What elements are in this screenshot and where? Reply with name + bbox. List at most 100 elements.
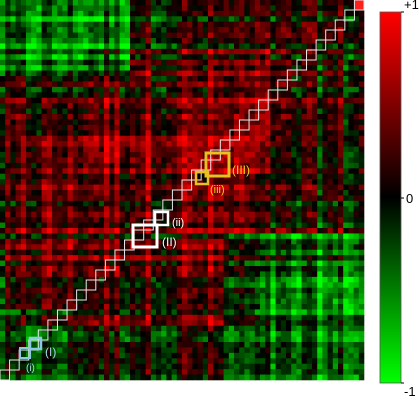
heatmap-cell — [280, 119, 287, 126]
heatmap-cell — [223, 374, 230, 381]
heatmap-cell — [239, 157, 245, 164]
heatmap-cell — [5, 173, 11, 180]
heatmap-cell — [187, 309, 193, 316]
heatmap-cell — [192, 347, 198, 354]
heatmap-cell — [156, 0, 162, 6]
heatmap-cell — [52, 10, 58, 17]
heatmap-cell — [187, 298, 193, 305]
heatmap-cell — [197, 70, 204, 77]
heatmap-cell — [78, 146, 84, 153]
heatmap-cell — [322, 21, 328, 28]
heatmap-cell — [338, 336, 344, 343]
heatmap-cell — [280, 103, 287, 109]
heatmap-cell — [265, 217, 271, 223]
heatmap-cell — [36, 38, 42, 44]
heatmap-cell — [213, 119, 219, 126]
heatmap-cell — [327, 374, 334, 381]
heatmap-cell — [213, 304, 219, 310]
heatmap-cell — [0, 38, 6, 44]
heatmap-cell — [176, 5, 183, 12]
diagonal-block — [162, 199, 173, 211]
heatmap-cell — [343, 190, 349, 196]
heatmap-cell — [343, 304, 349, 310]
heatmap-cell — [306, 200, 313, 207]
heatmap-cell — [20, 298, 27, 305]
heatmap-cell — [327, 103, 334, 109]
heatmap-cell — [67, 342, 74, 348]
heatmap-cell — [312, 336, 318, 343]
heatmap-cell — [202, 233, 209, 240]
heatmap-cell — [197, 76, 204, 82]
heatmap-cell — [78, 124, 84, 131]
heatmap-cell — [57, 325, 63, 332]
heatmap-cell — [280, 293, 287, 299]
heatmap-cell — [176, 108, 183, 115]
heatmap-cell — [332, 276, 339, 283]
heatmap-cell — [176, 314, 183, 321]
heatmap-cell — [202, 271, 209, 278]
heatmap-cell — [192, 309, 198, 316]
heatmap-cell — [348, 32, 354, 39]
heatmap-cell — [275, 206, 282, 213]
heatmap-cell — [114, 70, 120, 77]
heatmap-cell — [317, 293, 323, 299]
heatmap-cell — [218, 331, 224, 337]
heatmap-cell — [46, 59, 53, 66]
heatmap-cell — [72, 314, 79, 321]
heatmap-cell — [57, 179, 63, 185]
heatmap-cell — [312, 59, 318, 66]
heatmap-cell — [31, 38, 37, 44]
heatmap-cell — [343, 293, 349, 299]
heatmap-cell — [114, 244, 120, 251]
heatmap-cell — [239, 363, 245, 370]
heatmap-cell — [0, 222, 6, 229]
heatmap-cell — [166, 336, 172, 343]
heatmap-cell — [31, 211, 37, 218]
heatmap-cell — [286, 309, 292, 316]
heatmap-cell — [338, 65, 344, 71]
heatmap-cell — [31, 130, 37, 137]
heatmap-cell — [213, 342, 219, 348]
heatmap-cell — [270, 48, 276, 55]
heatmap-cell — [260, 173, 266, 180]
heatmap-cell — [93, 92, 100, 99]
heatmap-cell — [31, 266, 37, 272]
heatmap-cell — [104, 179, 110, 185]
heatmap-cell — [327, 162, 334, 169]
heatmap-cell — [296, 271, 302, 278]
heatmap-cell — [36, 190, 42, 196]
heatmap-cell — [52, 374, 58, 381]
heatmap-cell — [114, 32, 120, 39]
heatmap-cell — [358, 179, 365, 185]
heatmap-cell — [171, 92, 178, 99]
heatmap-cell — [322, 43, 328, 50]
heatmap-cell — [202, 325, 209, 332]
cluster-box-II — [131, 223, 159, 249]
heatmap-cell — [338, 206, 344, 213]
heatmap-cell — [286, 65, 292, 71]
heatmap-cell — [260, 336, 266, 343]
heatmap-cell — [93, 314, 100, 321]
heatmap-cell — [254, 162, 261, 169]
heatmap-cell — [306, 347, 313, 354]
heatmap-cell — [171, 336, 178, 343]
heatmap-cell — [254, 336, 261, 343]
heatmap-cell — [176, 10, 183, 17]
heatmap-cell — [306, 293, 313, 299]
heatmap-cell — [15, 200, 22, 207]
heatmap-cell — [244, 325, 250, 332]
heatmap-cell — [182, 27, 188, 33]
heatmap-cell — [88, 238, 94, 245]
heatmap-cell — [358, 260, 365, 267]
heatmap-cell — [270, 54, 276, 61]
heatmap-cell — [301, 347, 308, 354]
heatmap-cell — [202, 179, 209, 185]
heatmap-cell — [124, 363, 131, 370]
heatmap-cell — [192, 325, 198, 332]
heatmap-cell — [41, 244, 48, 251]
heatmap-cell — [213, 10, 219, 17]
heatmap-cell — [338, 48, 344, 55]
heatmap-cell — [332, 114, 339, 120]
heatmap-cell — [15, 48, 22, 55]
heatmap-cell — [62, 222, 68, 229]
